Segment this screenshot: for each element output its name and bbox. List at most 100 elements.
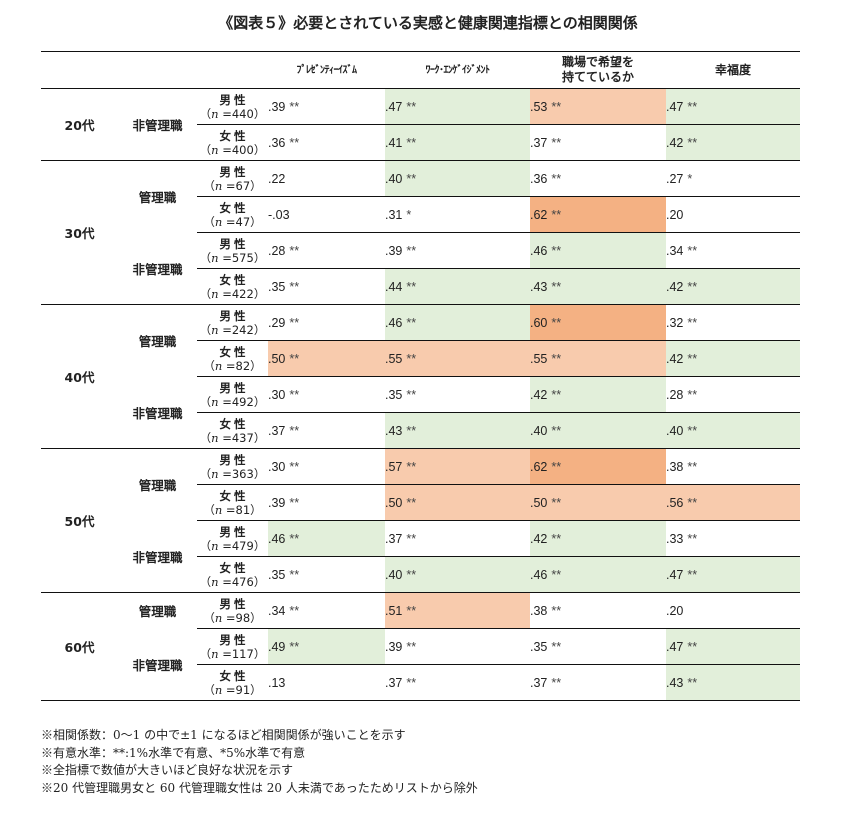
happiness-value: .47 [666, 99, 684, 114]
position-label: 管理職 [138, 334, 177, 350]
significance-mark: ** [289, 459, 300, 474]
n-symbol: n [214, 502, 223, 517]
significance-mark: ** [289, 639, 300, 654]
work-engagement-value: .41 [385, 135, 403, 150]
significance-mark: ** [687, 675, 698, 690]
gender-label: 男性 [219, 236, 249, 251]
work-engagement-value: .55 [385, 351, 403, 366]
hope-value-cell: .46 ** [530, 232, 666, 269]
sample-size-value: =67 [225, 178, 251, 193]
table-row: 40代 管理職 男性 （n =242） .29 ** .46 ** .60 ** .32 ** [41, 304, 800, 449]
table-row: 女性 （n =422） .35 ** .44 ** .43 ** .42 ** [41, 268, 800, 305]
happiness-value-cell: .27 * [666, 160, 800, 197]
gender-cell: 男性 （n =98） [197, 592, 268, 629]
gender-label: 男性 [219, 452, 249, 467]
presenteeism-value: .39 [268, 99, 286, 114]
hope-value: .55 [530, 351, 548, 366]
happiness-value-cell: .33 ** [666, 520, 800, 557]
work-engagement-value-cell: .55 ** [385, 340, 530, 377]
header-hope: 職場で希望を 持てているか [530, 52, 666, 89]
presenteeism-value-cell: .13 [268, 664, 385, 701]
work-engagement-value: .39 [385, 639, 403, 654]
gender-label: 男性 [219, 524, 249, 539]
gender-label: 男性 [219, 632, 249, 647]
gender-label: 女性 [219, 488, 249, 503]
sample-size-value: =440 [222, 106, 254, 121]
significance-mark: ** [551, 639, 562, 654]
work-engagement-value-cell: .57 ** [385, 448, 530, 485]
hope-value: .40 [530, 423, 548, 438]
gender-cell: 男性 （n =242） [197, 304, 268, 341]
work-engagement-value: .31 [385, 207, 403, 222]
significance-mark: ** [687, 495, 698, 510]
happiness-value: .42 [666, 135, 684, 150]
table-row: 女性 （n =91） .13.37 ** .37 ** .43 ** [41, 664, 800, 701]
significance-mark: ** [406, 603, 417, 618]
significance-mark: ** [551, 135, 562, 150]
gender-cell: 女性 （n =47） [197, 196, 268, 233]
header-happiness: 幸福度 [714, 62, 751, 77]
happiness-value: .38 [666, 459, 684, 474]
significance-mark: ** [289, 495, 300, 510]
gender-label: 女性 [219, 200, 249, 215]
significance-mark: ** [289, 351, 300, 366]
happiness-value: .20 [666, 603, 684, 618]
hope-value-cell: .36 ** [530, 160, 666, 197]
significance-mark: * [687, 171, 693, 186]
table-row: 女性 （n =47） -.03.31 * .62 ** .20 [41, 196, 800, 233]
significance-mark: ** [687, 351, 698, 366]
significance-mark: ** [406, 99, 417, 114]
sample-size-value: =363 [222, 466, 254, 481]
work-engagement-value-cell: .51 ** [385, 592, 530, 629]
gender-label: 女性 [219, 128, 249, 143]
significance-mark: ** [551, 279, 562, 294]
presenteeism-value: .35 [268, 279, 286, 294]
n-symbol: n [214, 214, 223, 229]
hope-value: .42 [530, 531, 548, 546]
work-engagement-value-cell: .37 ** [385, 664, 530, 701]
age-group-label: 30代 [41, 160, 118, 305]
presenteeism-value-cell: .35 ** [268, 268, 385, 305]
happiness-value: .20 [666, 207, 684, 222]
significance-mark: ** [687, 531, 698, 546]
hope-value-cell: .62 ** [530, 448, 666, 485]
significance-mark: ** [551, 531, 562, 546]
position-label: 非管理職 [118, 232, 197, 305]
happiness-value-cell: .42 ** [666, 268, 800, 305]
happiness-value-cell: .38 ** [666, 448, 800, 485]
n-symbol: n [214, 682, 223, 697]
significance-mark: ** [687, 99, 698, 114]
age-group-label: 50代 [41, 448, 118, 593]
significance-mark: ** [406, 351, 417, 366]
sample-size: （n =575） [199, 250, 266, 265]
sample-size: （n =98） [203, 610, 262, 625]
sample-size-value: =476 [222, 574, 254, 589]
work-engagement-value: .37 [385, 531, 403, 546]
gender-cell: 男性 （n =479） [197, 520, 268, 557]
gender-cell: 女性 （n =91） [197, 664, 268, 701]
happiness-value-cell: .56 ** [666, 484, 800, 521]
table-row: 非管理職 男性 （n =117） .49 ** .39 ** .35 ** .47 ** [41, 628, 800, 701]
presenteeism-value-cell: -.03 [268, 196, 385, 233]
age-group-label: 60代 [41, 592, 118, 701]
work-engagement-value-cell: .40 ** [385, 556, 530, 593]
gender-label: 女性 [219, 668, 249, 683]
table-row: 60代 管理職 男性 （n =98） .34 ** .51 ** .38 ** .20 [41, 592, 800, 701]
work-engagement-value-cell: .39 ** [385, 232, 530, 269]
n-symbol: n [211, 466, 219, 481]
significance-mark: ** [406, 171, 417, 186]
work-engagement-value: .50 [385, 495, 403, 510]
position-label: 非管理職 [118, 628, 197, 701]
gender-cell: 男性 （n =67） [197, 160, 268, 197]
presenteeism-value-cell: .30 ** [268, 448, 385, 485]
hope-value: .42 [530, 387, 548, 402]
gender-cell: 女性 （n =476） [197, 556, 268, 593]
work-engagement-value: .44 [385, 279, 403, 294]
n-symbol: n [211, 106, 219, 121]
gender-label: 男性 [219, 164, 249, 179]
presenteeism-value: .46 [268, 531, 286, 546]
header-blank [118, 52, 197, 89]
significance-mark: ** [551, 351, 562, 366]
hope-value-cell: .38 ** [530, 592, 666, 629]
work-engagement-value-cell: .46 ** [385, 304, 530, 341]
